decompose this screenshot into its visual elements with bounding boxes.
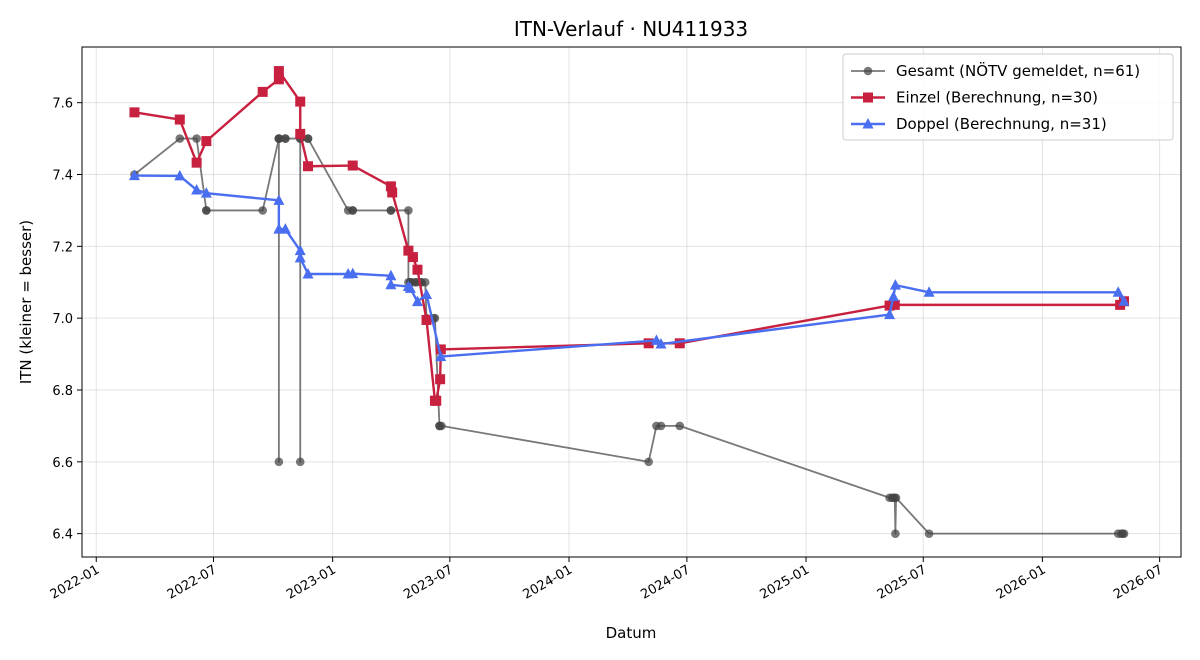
data-point [258,206,267,215]
data-point [281,134,290,143]
data-point [273,194,285,205]
data-point [386,206,396,215]
y-tick-label: 7.6 [52,97,73,112]
data-point [891,493,901,503]
data-point [644,457,653,467]
y-tick-label: 7.4 [52,169,73,184]
data-point [884,300,895,311]
data-point [889,279,901,290]
legend-swatch-marker [863,92,873,103]
data-point [411,295,423,307]
data-point [435,350,447,362]
data-point [274,134,284,143]
data-point [129,107,140,118]
data-point [887,290,899,302]
data-point [273,74,284,85]
legend-item-1: Einzel (Berechnung, n=30) [851,89,1098,107]
y-tick-label: 6.6 [52,456,73,471]
data-point [407,252,418,263]
data-point [279,223,291,234]
legend-swatch-marker [863,66,873,76]
data-point [302,267,314,279]
data-point [274,457,284,467]
data-point [192,134,201,143]
data-point [404,206,413,215]
data-point [431,395,442,406]
data-point [295,457,305,467]
y-tick-label: 7.0 [52,312,73,327]
data-point [191,157,202,168]
data-point [174,114,185,125]
data-point [295,96,306,107]
data-point [643,338,654,349]
data-point [1119,529,1129,538]
data-point [889,299,900,310]
data-point [891,529,900,538]
legend-box [842,53,1174,141]
data-point [347,267,359,279]
data-point [295,128,306,139]
legend: Gesamt (NÖTV gemeldet, n=61) Einzel (Bere… [842,53,1174,141]
plot-series [128,66,1130,538]
y-tick-label: 6.8 [52,384,73,399]
data-point [191,183,203,195]
data-point [404,282,416,293]
data-point [674,338,685,349]
legend-label: Gesamt (NÖTV gemeldet, n=61) [896,61,1140,80]
plot-frame [81,46,1182,558]
data-point [303,161,314,172]
data-point [420,277,430,287]
data-point [385,278,397,290]
legend-item-0: Gesamt (NÖTV gemeldet, n=61) [851,61,1140,80]
data-point [174,169,186,181]
legend-label: Doppel (Berechnung, n=31) [896,115,1107,133]
data-point [201,136,212,147]
data-point [273,66,284,77]
data-point [412,264,423,275]
data-point [403,245,414,256]
data-point [437,421,446,431]
data-point [435,344,446,355]
chart-title: ITN-Verlauf · NU411933 [514,17,748,41]
y-axis-title: ITN (kleiner = besser) [17,220,35,384]
legend-label: Einzel (Berechnung, n=30) [896,89,1098,107]
legend-item-2: Doppel (Berechnung, n=31) [851,115,1107,133]
data-point [294,244,306,256]
data-point [675,421,685,431]
data-point [303,134,313,143]
data-point [1118,295,1130,306]
data-point [421,288,433,299]
data-point [257,86,268,97]
data-point [884,308,896,320]
data-point [923,286,935,297]
data-point [924,529,934,538]
data-point [1112,286,1124,297]
data-point [435,374,446,385]
data-point [175,134,185,143]
series-2 [128,169,1130,362]
data-point [202,206,211,215]
data-point [347,160,358,171]
data-point [387,187,398,198]
data-point [655,338,667,349]
data-point [385,181,396,192]
y-tick-label: 7.2 [52,240,73,255]
data-point [294,251,306,263]
data-point [656,421,666,431]
data-point [348,206,358,215]
x-axis-title: Datum [606,624,657,642]
data-point [385,269,397,281]
data-point [421,314,432,325]
data-point [200,187,212,198]
data-point [128,169,140,181]
y-tick-label: 6.4 [52,528,73,543]
legend-swatch-marker [862,118,874,129]
